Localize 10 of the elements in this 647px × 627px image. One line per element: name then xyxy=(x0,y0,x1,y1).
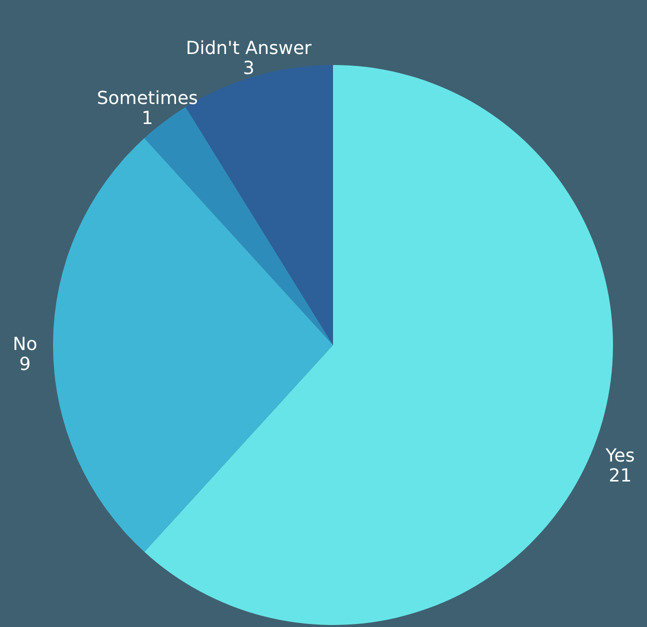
slice-label: No xyxy=(12,334,38,355)
data-label: 21 xyxy=(608,465,632,486)
pie-slice xyxy=(144,106,333,345)
slice-label: Sometimes xyxy=(96,88,198,110)
slice-label: Didn't Answer xyxy=(186,38,312,59)
pie-slice xyxy=(54,138,333,552)
data-label: 3 xyxy=(242,58,254,79)
data-label: 9 xyxy=(19,354,31,375)
slice-label: Yes xyxy=(604,445,635,466)
data-label: 1 xyxy=(142,108,154,130)
